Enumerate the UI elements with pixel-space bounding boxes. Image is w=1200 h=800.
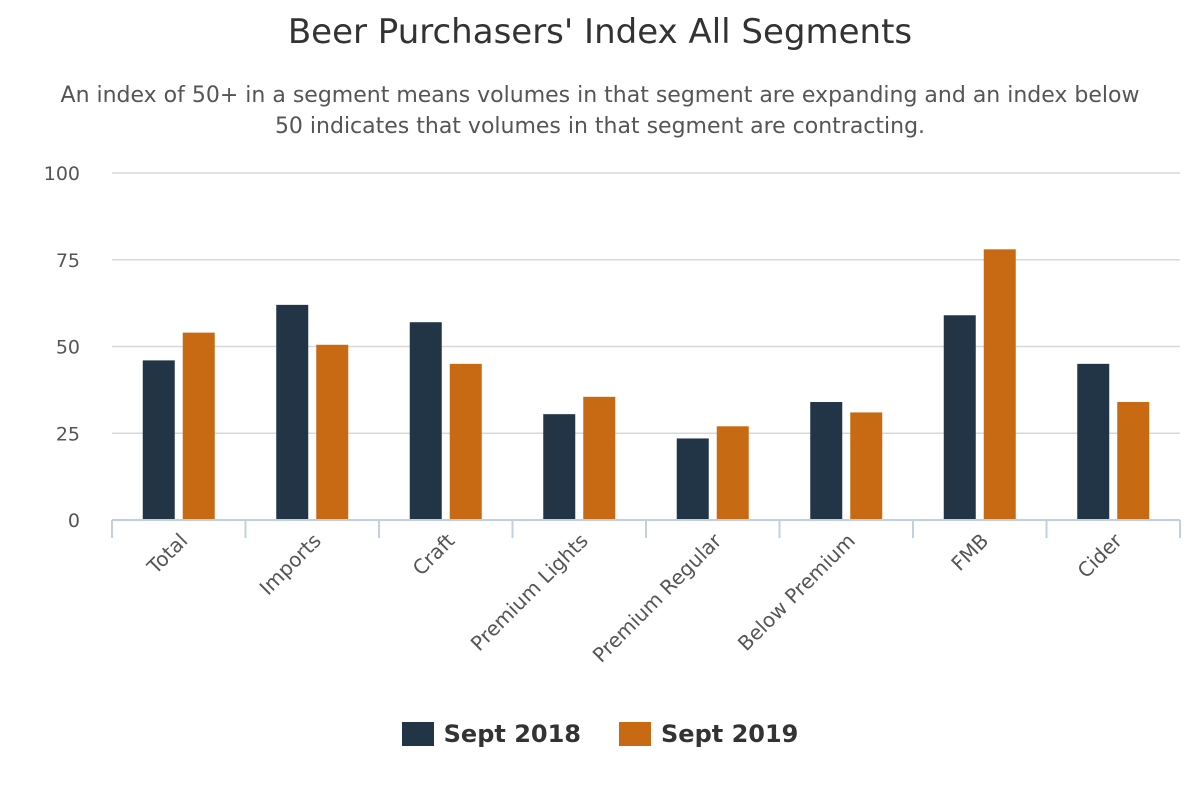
legend-item-sept-2018[interactable]: Sept 2018 xyxy=(401,720,581,748)
x-tick-label: Craft xyxy=(408,528,460,580)
bar-sept-2018[interactable] xyxy=(676,438,709,520)
legend-swatch xyxy=(619,722,651,746)
bar-sept-2018[interactable] xyxy=(810,402,843,520)
x-tick-label: Cider xyxy=(1073,528,1128,583)
bar-sept-2019[interactable] xyxy=(983,249,1016,520)
bar-sept-2018[interactable] xyxy=(543,414,576,520)
bar-sept-2018[interactable] xyxy=(409,322,442,520)
bar-sept-2018[interactable] xyxy=(1077,363,1110,520)
bar-sept-2019[interactable] xyxy=(716,426,749,520)
legend-label: Sept 2018 xyxy=(443,720,581,748)
bar-sept-2018[interactable] xyxy=(142,360,175,520)
gridlines xyxy=(112,172,1180,434)
bar-sept-2019[interactable] xyxy=(316,344,349,520)
bar-sept-2019[interactable] xyxy=(583,396,616,520)
bar-sept-2019[interactable] xyxy=(1117,402,1150,520)
bar-sept-2019[interactable] xyxy=(449,363,482,520)
x-tick-label: Imports xyxy=(255,529,326,600)
legend-item-sept-2019[interactable]: Sept 2019 xyxy=(619,720,798,748)
legend-label: Sept 2019 xyxy=(661,720,799,748)
bar-sept-2018[interactable] xyxy=(943,315,976,520)
legend-swatch xyxy=(401,722,434,746)
legend: Sept 2018 Sept 2019 xyxy=(0,720,1200,748)
chart-title: Beer Purchasers' Index All Segments xyxy=(287,12,913,52)
y-tick-label: 100 xyxy=(44,163,80,185)
x-tick-label: Total xyxy=(142,529,193,580)
x-tick-label: FMB xyxy=(946,529,993,576)
y-axis-ticks: 0 25 50 75 100 xyxy=(44,163,80,532)
x-tick-label: Premium Lights xyxy=(466,529,593,656)
bar-sept-2019[interactable] xyxy=(850,412,883,520)
y-tick-label: 0 xyxy=(68,510,80,532)
x-tick-label: Premium Regular xyxy=(588,528,727,667)
x-tick-label: Below Premium xyxy=(733,529,860,656)
bar-sept-2019[interactable] xyxy=(182,332,215,520)
y-tick-label: 25 xyxy=(56,423,80,445)
chart-subtitle: An index of 50+ in a segment means volum… xyxy=(60,83,1140,139)
bar-sept-2018[interactable] xyxy=(276,304,309,520)
y-tick-label: 75 xyxy=(56,250,80,272)
y-tick-label: 50 xyxy=(56,337,80,359)
bars xyxy=(142,249,1150,520)
